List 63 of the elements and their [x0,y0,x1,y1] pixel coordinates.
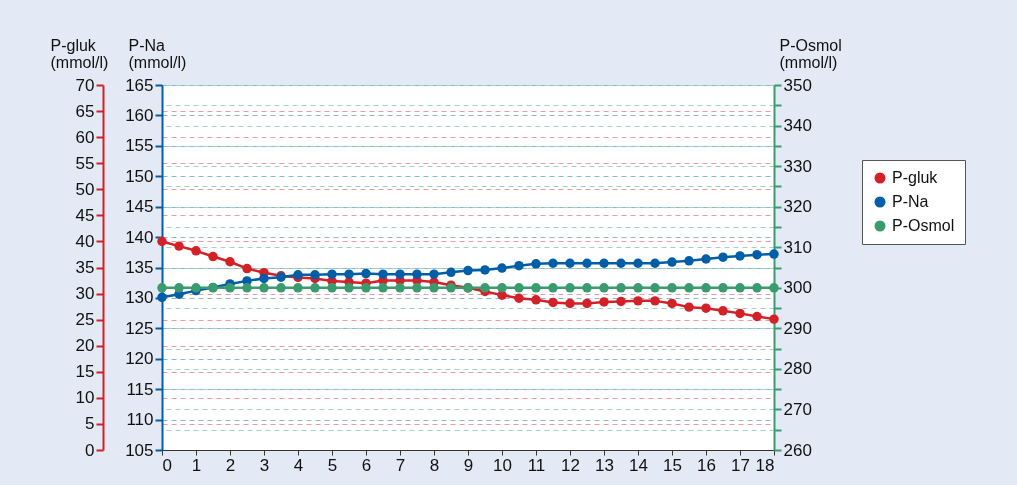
y3-tick-label: 140 [125,227,154,247]
x-tick-label: 14 [629,455,648,475]
x-tick-label: 16 [697,455,716,475]
y2-tick-label: 270 [783,399,812,419]
x-tick-label: 6 [361,455,372,475]
x-tick-label: 9 [463,455,474,475]
x-tick-label: 7 [395,455,406,475]
y-axis-title: P-gluk (mmol/l) [50,36,109,71]
y3-axis-title: P-Na (mmol/l) [128,36,187,71]
y-tick-label: 25 [75,310,95,330]
y2-axis-title: P-Osmol (mmol/l) [779,36,842,71]
x-tick-label: 17 [731,455,750,475]
y3-tick-label: 110 [126,410,154,430]
legend-label: P-gluk [892,169,939,186]
legend-label: P-Osmol [892,217,955,234]
x-tick-label: 10 [493,455,512,475]
y3-tick-label: 160 [125,105,154,125]
y-tick-label: 50 [75,179,95,199]
y-tick-label: 70 [75,75,95,95]
y3-tick-label: 150 [125,166,154,186]
y2-tick-label: 260 [783,440,812,460]
x-tick-label: 2 [225,455,236,475]
y-tick-label: 60 [75,127,95,147]
y3-tick-label: 135 [125,258,154,277]
y-tick-label: 65 [75,101,95,121]
x-tick-label: 12 [561,455,580,475]
x-tick-label: 0 [162,455,172,475]
x-tick-label: 4 [293,455,304,475]
y3-tick-label: 155 [125,136,154,156]
y3-tick-label: 130 [125,288,154,308]
y-tick-label: 35 [75,258,95,277]
y-tick-label: 45 [75,205,95,225]
x-tick-label: 18 [755,455,775,475]
y-tick-label: 30 [75,284,95,304]
y2-tick-label: 300 [783,278,812,298]
x-tick-label: 8 [429,455,440,475]
y2-tick-label: 320 [783,197,812,217]
y3-tick-label: 125 [125,318,154,338]
y2-tick-label: 330 [783,156,812,176]
y3-tick-label: 120 [125,349,154,369]
y2-tick-label: 350 [783,75,812,95]
x-tick-label: 5 [327,455,338,475]
y3-tick-label: 115 [126,379,154,399]
y-tick-label: 10 [75,388,95,408]
y-tick-label: 15 [75,362,95,382]
x-tick-label: 11 [527,455,546,475]
y3-tick-label: 105 [125,440,154,460]
x-tick-label: 1 [191,455,202,475]
y-tick-label: 0 [85,440,95,460]
x-tick-label: 15 [663,455,682,475]
y2-tick-label: 290 [783,318,812,338]
y-tick-label: 20 [75,336,95,356]
y3-tick-label: 165 [125,75,154,95]
y2-tick-label: 340 [783,116,812,136]
x-tick-label: 13 [595,455,614,475]
y-tick-label: 55 [75,153,95,173]
y2-tick-label: 310 [783,237,812,257]
y3-tick-label: 145 [125,197,154,217]
legend-label: P-Na [892,193,929,210]
y2-tick-label: 280 [783,359,812,379]
x-tick-label: 3 [259,455,270,475]
y-tick-label: 5 [85,414,95,434]
y-tick-label: 40 [75,231,95,251]
